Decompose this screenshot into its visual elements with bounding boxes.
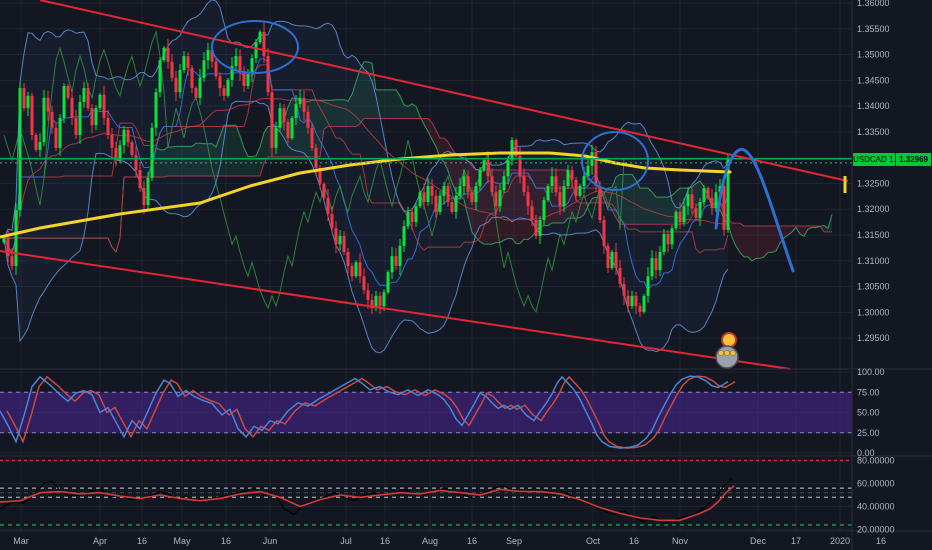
axis-tick-label: 1.34500 bbox=[857, 75, 890, 85]
price-axis[interactable]: 1.36000 1.35500 1.35000 1.34500 1.34000 1.335… bbox=[857, 0, 895, 535]
axis-tick-label: 1.35500 bbox=[857, 24, 890, 34]
axis-tick-label: 2020 bbox=[830, 536, 850, 546]
axis-tick-label: 16 bbox=[876, 536, 886, 546]
axis-tick-label: 16 bbox=[629, 536, 639, 546]
axis-tick-label: 1.29500 bbox=[857, 333, 890, 343]
axis-tick-label: 1.31000 bbox=[857, 256, 890, 266]
annotation-ellipse-2[interactable] bbox=[581, 131, 649, 191]
axis-tick-label: Aug bbox=[422, 536, 438, 546]
axis-tick-label: 1.32500 bbox=[857, 178, 890, 188]
axis-tick-label: 16 bbox=[467, 536, 477, 546]
annotation-ellipse-1[interactable] bbox=[211, 20, 299, 74]
rsi-signal-line bbox=[0, 485, 735, 522]
axis-tick-label: May bbox=[173, 536, 191, 546]
axis-tick-label: Oct bbox=[586, 536, 601, 546]
axis-tick-label: 1.30500 bbox=[857, 282, 890, 292]
axis-tick-label: Jul bbox=[340, 536, 352, 546]
axis-tick-label: 20.00000 bbox=[857, 525, 895, 535]
emoji-sticker-small[interactable] bbox=[721, 332, 737, 348]
axis-tick-label: 60.00000 bbox=[857, 479, 895, 489]
trendline-upper[interactable] bbox=[39, 0, 849, 182]
axis-tick-label: 100.00 bbox=[857, 367, 885, 377]
candles-layer bbox=[2, 22, 730, 317]
axis-tick-label: 1.35000 bbox=[857, 50, 890, 60]
stochastic-band bbox=[0, 391, 852, 434]
axis-tick-label: 80.00000 bbox=[857, 456, 895, 466]
axis-tick-label: 1.33500 bbox=[857, 127, 890, 137]
axis-tick-label: Jun bbox=[263, 536, 278, 546]
projection-curve[interactable] bbox=[714, 148, 795, 273]
last-price-label: USDCAD 1.25% 1.32969 bbox=[853, 153, 931, 166]
axis-tick-label: 1.31500 bbox=[857, 230, 890, 240]
emoji-sticker-large[interactable] bbox=[715, 345, 739, 369]
axis-tick-label: 16 bbox=[137, 536, 147, 546]
axis-tick-label: 0.00 bbox=[857, 448, 875, 458]
axis-tick-label: Apr bbox=[93, 536, 107, 546]
axis-tick-label: 50.00 bbox=[857, 408, 880, 418]
axis-tick-label: 1.36000 bbox=[857, 0, 890, 8]
time-axis[interactable]: Mar Apr 16 May 16 Jun Jul 16 Aug 16 Sep Oct 16 Nov Dec… bbox=[13, 536, 886, 546]
trendline-lower[interactable] bbox=[0, 250, 791, 370]
ichimoku-lines bbox=[3, 30, 833, 313]
axis-tick-label: 1.30000 bbox=[857, 307, 890, 317]
axis-tick-label: 75.00 bbox=[857, 387, 880, 397]
axis-tick-label: Mar bbox=[13, 536, 29, 546]
axis-tick-label: Sep bbox=[506, 536, 522, 546]
stochastic-k-line bbox=[0, 375, 729, 449]
axis-tick-label: 1.32000 bbox=[857, 204, 890, 214]
last-price-value: 1.32969 bbox=[896, 153, 931, 166]
axis-tick-label: 40.00000 bbox=[857, 502, 895, 512]
axis-tick-label: 17 bbox=[791, 536, 801, 546]
symbol-change-label: USDCAD 1.25% bbox=[853, 153, 896, 166]
axis-tick-label: 16 bbox=[221, 536, 231, 546]
axis-tick-label: Dec bbox=[750, 536, 767, 546]
axis-tick-label: 25.00 bbox=[857, 428, 880, 438]
axis-tick-label: 1.34000 bbox=[857, 101, 890, 111]
axis-tick-label: Nov bbox=[672, 536, 689, 546]
axis-tick-label: 16 bbox=[380, 536, 390, 546]
